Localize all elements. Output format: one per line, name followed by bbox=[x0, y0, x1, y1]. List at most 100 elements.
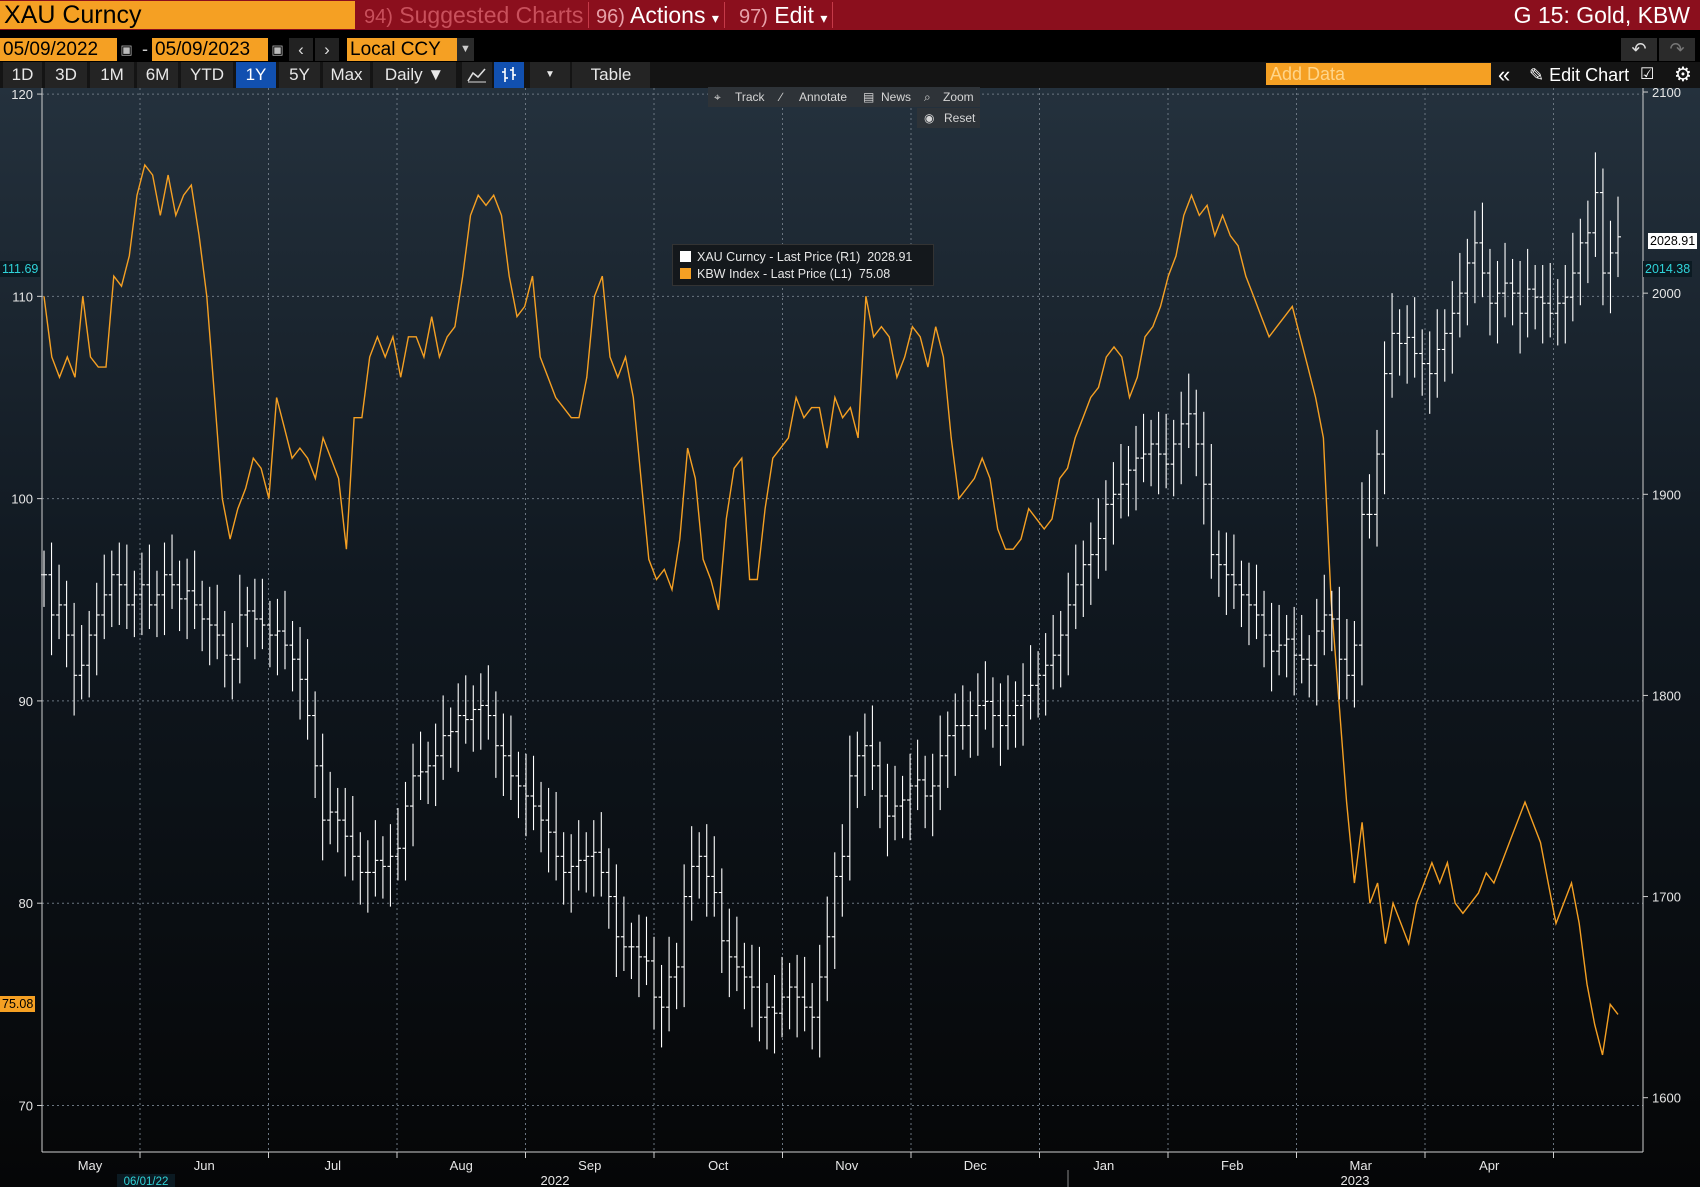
left-axis-tick-label: 110 bbox=[12, 289, 33, 304]
news-icon: ▤ bbox=[863, 90, 875, 104]
left-last-price-tag: 75.08 bbox=[0, 996, 36, 1012]
menu-label: Actions bbox=[630, 2, 706, 28]
reset-radio-icon: ◉ bbox=[924, 111, 935, 125]
currency-select[interactable]: Local CCY bbox=[347, 38, 457, 61]
crosshair-icon: ⌖ bbox=[714, 90, 721, 104]
chart-mini-toolbar: ⌖ Track ∕ Annotate ▤ News ⌕ Zoom bbox=[708, 87, 980, 107]
x-axis-month-label: Aug bbox=[450, 1158, 473, 1173]
ticker-input[interactable]: XAU Curncy bbox=[0, 1, 355, 29]
kbw-index-line bbox=[43, 163, 1619, 1056]
menu-number: 94) bbox=[364, 6, 393, 28]
page-title: G 15: Gold, KBW bbox=[1513, 2, 1690, 28]
legend-swatch bbox=[680, 268, 691, 279]
menu-divider bbox=[723, 2, 725, 28]
x-axis-month-label: May bbox=[78, 1158, 103, 1173]
suggested-charts-menu[interactable]: 94) Suggested Charts bbox=[364, 0, 590, 30]
range-1d-button[interactable]: 1D bbox=[3, 62, 42, 88]
pencil-icon: ∕ bbox=[780, 90, 783, 104]
range-6m-button[interactable]: 6M bbox=[137, 62, 178, 88]
x-axis-month-label: Feb bbox=[1221, 1158, 1243, 1173]
chevron-down-icon[interactable]: ▼ bbox=[530, 62, 570, 88]
frequency-select[interactable]: Daily ▼ bbox=[373, 62, 456, 88]
x-axis-month-label: Mar bbox=[1350, 1158, 1373, 1173]
legend-item: KBW Index - Last Price (L1) 75.08 bbox=[680, 266, 890, 282]
date-separator: - bbox=[142, 39, 148, 59]
legend-item: XAU Curncy - Last Price (R1) 2028.91 bbox=[680, 249, 912, 265]
x-axis-month-label: Apr bbox=[1479, 1158, 1500, 1173]
calendar-icon[interactable]: ▣ bbox=[271, 42, 284, 57]
range-5y-button[interactable]: 5Y bbox=[279, 62, 320, 88]
chart-legend: XAU Curncy - Last Price (R1) 2028.91 KBW… bbox=[672, 244, 934, 286]
x-axis-month-label: Oct bbox=[708, 1158, 729, 1173]
legend-label: KBW Index - Last Price (L1) bbox=[697, 267, 852, 281]
date-marker-label: 06/01/22 bbox=[124, 1176, 169, 1187]
end-date-field[interactable]: 05/09/2023 bbox=[152, 38, 268, 61]
reset-button[interactable]: ◉ Reset bbox=[917, 108, 980, 128]
reset-label: Reset bbox=[944, 111, 976, 125]
edit-chart-button[interactable]: ✎ Edit Chart bbox=[1529, 62, 1629, 88]
actions-menu[interactable]: 96) Actions ▾ bbox=[596, 0, 725, 30]
left-reference-tag: 111.69 bbox=[0, 261, 41, 277]
start-date-field[interactable]: 05/09/2022 bbox=[0, 38, 117, 61]
news-button[interactable]: News bbox=[881, 90, 912, 104]
edit-chart-label: Edit Chart bbox=[1549, 65, 1630, 85]
zoom-button[interactable]: Zoom bbox=[943, 90, 974, 104]
bar-chart-icon[interactable] bbox=[494, 62, 524, 88]
legend-value: 2028.91 bbox=[867, 250, 913, 264]
line-chart-icon[interactable] bbox=[462, 62, 492, 88]
edit-settings-icon[interactable]: ☑ bbox=[1640, 66, 1655, 83]
right-reference-tag: 2014.38 bbox=[1643, 261, 1693, 277]
table-button[interactable]: Table bbox=[572, 62, 650, 88]
annotate-button[interactable]: Annotate bbox=[799, 90, 848, 104]
range-ytd-button[interactable]: YTD bbox=[181, 62, 233, 88]
menu-divider bbox=[832, 2, 834, 28]
track-button[interactable]: Track bbox=[735, 90, 765, 104]
next-period-button[interactable]: › bbox=[315, 38, 339, 61]
legend-label: XAU Curncy - Last Price (R1) bbox=[697, 250, 861, 264]
right-last-price-tag: 2028.91 bbox=[1648, 233, 1698, 249]
x-axis-month-label: Sep bbox=[578, 1158, 601, 1173]
chevron-down-icon: ▾ bbox=[820, 10, 828, 26]
redo-icon[interactable]: ↷ bbox=[1659, 38, 1695, 61]
chevron-down-icon[interactable]: ▼ bbox=[457, 38, 474, 61]
menu-number: 96) bbox=[596, 6, 625, 28]
left-axis-tick-label: 90 bbox=[19, 694, 33, 709]
right-axis-tick-label: 1900 bbox=[1652, 487, 1681, 502]
x-axis-month-label: Nov bbox=[835, 1158, 859, 1173]
right-axis-tick-label: 1800 bbox=[1652, 688, 1681, 703]
menu-label: Edit bbox=[774, 2, 814, 28]
range-1y-button[interactable]: 1Y bbox=[236, 62, 276, 88]
right-axis-tick-label: 2000 bbox=[1652, 286, 1681, 301]
undo-icon[interactable]: ↶ bbox=[1621, 38, 1657, 61]
legend-swatch bbox=[680, 251, 691, 262]
x-axis-month-label: Dec bbox=[964, 1158, 988, 1173]
magnifier-icon: ⌕ bbox=[924, 90, 931, 104]
right-axis-tick-label: 1600 bbox=[1652, 1091, 1681, 1106]
edit-menu[interactable]: 97) Edit ▾ bbox=[739, 0, 834, 30]
collapse-icon[interactable]: « bbox=[1498, 62, 1511, 87]
range-1m-button[interactable]: 1M bbox=[90, 62, 134, 88]
date-marker-box bbox=[117, 1174, 175, 1187]
x-axis-year-label: 2022 bbox=[541, 1173, 570, 1187]
menu-number: 97) bbox=[739, 6, 768, 28]
calendar-icon[interactable]: ▣ bbox=[120, 42, 133, 57]
left-axis-tick-label: 100 bbox=[11, 492, 33, 507]
legend-value: 75.08 bbox=[858, 267, 891, 281]
left-axis-tick-label: 80 bbox=[19, 896, 33, 911]
add-data-input[interactable]: Add Data bbox=[1266, 63, 1491, 85]
menu-label: Suggested Charts bbox=[399, 2, 584, 28]
right-axis-tick-label: 1700 bbox=[1652, 890, 1681, 905]
x-axis-month-label: Jan bbox=[1093, 1158, 1114, 1173]
gear-icon[interactable]: ⚙ bbox=[1674, 64, 1692, 86]
prev-period-button[interactable]: ‹ bbox=[289, 38, 313, 61]
pencil-icon: ✎ bbox=[1529, 65, 1545, 85]
x-axis-month-label: Jun bbox=[194, 1158, 215, 1173]
right-axis-tick-label: 2100 bbox=[1652, 88, 1681, 100]
x-axis-year-label: 2023 bbox=[1341, 1173, 1370, 1187]
range-3d-button[interactable]: 3D bbox=[45, 62, 87, 88]
chevron-down-icon: ▾ bbox=[711, 10, 719, 26]
range-max-button[interactable]: Max bbox=[323, 62, 370, 88]
menu-divider bbox=[588, 2, 590, 28]
price-chart[interactable]: 120 110 100 90 80 70 2100 2000 1900 1800 1700 1600 M… bbox=[0, 88, 1700, 1187]
left-axis-tick-label: 120 bbox=[11, 88, 33, 102]
